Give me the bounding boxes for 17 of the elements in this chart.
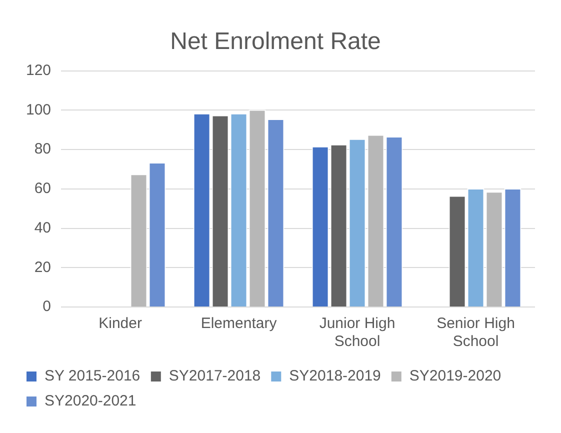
y-tick-label: 60	[34, 180, 52, 198]
y-tick-label: 80	[34, 140, 52, 158]
legend-label: SY2018-2019	[289, 368, 381, 385]
legend-label: SY2017-2018	[168, 368, 261, 385]
chart-title: Net Enrolment Rate	[170, 28, 381, 56]
y-tick-label: 20	[34, 258, 52, 276]
x-tick-label: Senior High School	[436, 315, 515, 350]
y-tick-label: 120	[26, 62, 52, 79]
x-tick-label: Junior High School	[319, 315, 396, 350]
x-tick-label: Elementary	[200, 315, 278, 332]
y-tick-label: 100	[26, 101, 52, 118]
legend-label: SY2020-2021	[44, 392, 136, 410]
legend-label: SY 2015-2016	[44, 368, 140, 385]
y-tick-label: 40	[34, 219, 52, 236]
legend-label: SY2019-2020	[409, 368, 502, 385]
y-tick-label: 0	[42, 298, 52, 316]
x-tick-label: Kinder	[98, 315, 142, 332]
